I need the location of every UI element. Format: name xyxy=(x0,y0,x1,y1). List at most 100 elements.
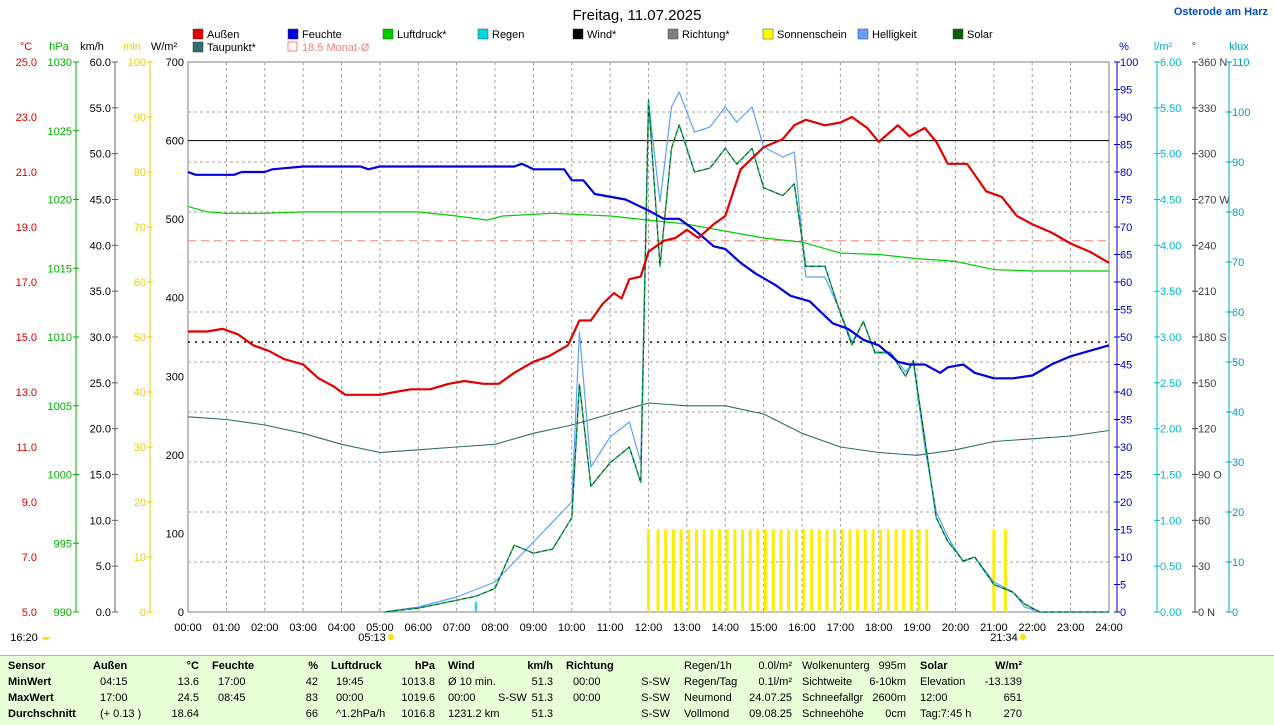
legend-swatch xyxy=(952,28,964,40)
legend-label: Solar xyxy=(967,29,993,41)
axis-tick-humidity: 75 xyxy=(1120,195,1132,207)
sunset-icon xyxy=(1020,634,1026,640)
stats-feuchte-value: 83 xyxy=(305,692,318,704)
stats-regen-value: 09.08.25 xyxy=(749,708,792,720)
x-tick-label: 02:00 xyxy=(251,622,279,634)
legend-swatch xyxy=(287,41,298,52)
legend-label: Richtung* xyxy=(682,29,730,41)
axis-tick-lux: 30 xyxy=(1232,457,1244,469)
axis-unit-lux: klux xyxy=(1229,41,1249,53)
axis-tick-direction: 30 xyxy=(1198,561,1210,573)
legend-swatch xyxy=(287,28,299,40)
axis-tick-humidity: 0 xyxy=(1120,607,1126,619)
axis-tick-pressure: 995 xyxy=(54,538,72,550)
series-line-solar-overlay xyxy=(383,100,1109,613)
axis-tick-direction: 300 xyxy=(1198,149,1216,161)
axis-tick-sun: 10 xyxy=(134,552,146,564)
axis-tick-lux: 20 xyxy=(1232,507,1244,519)
stats-luftdruck-header: Luftdruck xyxy=(331,660,382,672)
axis-tick-temp: 23.0 xyxy=(16,112,37,124)
station-name: Osterode am Harz xyxy=(1174,6,1269,18)
axis-tick-solar: 700 xyxy=(166,57,184,69)
axis-unit-humidity: % xyxy=(1119,41,1129,53)
stats-wolken-label: Wolkenunterg xyxy=(802,660,870,672)
legend-swatch xyxy=(857,28,869,40)
axis-tick-sun: 70 xyxy=(134,222,146,234)
legend-item-aussen: Außen xyxy=(192,28,239,41)
chart-title: Freitag, 11.07.2025 xyxy=(573,7,702,24)
axis-tick-humidity: 5 xyxy=(1120,580,1126,592)
stats-solar-value: 651 xyxy=(1003,692,1022,704)
legend: Außen Feuchte Luftdruck* Regen Wind* Richtung… xyxy=(192,28,993,54)
sunset-time: 21:34 xyxy=(990,632,1018,644)
sunrise-icon xyxy=(388,634,394,640)
stats-aussen-time: 17:00 xyxy=(100,692,128,704)
stats-feuchte-time: 17:00 xyxy=(218,676,246,688)
axis-tick-sun: 80 xyxy=(134,167,146,179)
stats-wind-time: 00:00 xyxy=(448,692,476,704)
axis-tick-wind: 15.0 xyxy=(90,470,111,482)
axis-tick-direction: 120 xyxy=(1198,424,1216,436)
axis-tick-rain: 3.50 xyxy=(1160,286,1181,298)
axis-tick-humidity: 55 xyxy=(1120,305,1132,317)
axis-unit-temp: °C xyxy=(20,41,32,53)
x-tick-label: 23:00 xyxy=(1057,622,1085,634)
axis-tick-sun: 90 xyxy=(134,112,146,124)
x-tick-label: 22:00 xyxy=(1018,622,1046,634)
axis-tick-solar: 0 xyxy=(178,607,184,619)
legend-swatch xyxy=(382,28,394,40)
stats-wind-value: 51.3 xyxy=(531,676,553,688)
legend-item-monat: 18.5 Monat-Ø xyxy=(287,41,370,54)
axis-tick-pressure: 1010 xyxy=(48,332,72,344)
axis-tick-humidity: 100 xyxy=(1120,57,1138,69)
axis-unit-solar: W/m² xyxy=(151,41,178,53)
axis-tick-humidity: 80 xyxy=(1120,167,1132,179)
axis-tick-humidity: 90 xyxy=(1120,112,1132,124)
stats-luftdruck-time: ^1.2hPa/h xyxy=(336,708,386,720)
stats-aussen-time: (+ 0.13 ) xyxy=(100,708,142,720)
axis-unit-rain: l/m² xyxy=(1154,41,1173,53)
stats-feuchte-header: Feuchte xyxy=(212,660,255,672)
axis-tick-solar: 100 xyxy=(166,528,184,540)
stats-wolken-value: 2600m xyxy=(872,692,906,704)
x-tick-label: 18:00 xyxy=(865,622,893,634)
legend-swatch xyxy=(192,28,204,40)
stats-regen-label: Regen/1h xyxy=(684,660,732,672)
legend-label: Sonnenschein xyxy=(777,29,847,41)
axis-tick-rain: 3.00 xyxy=(1160,332,1181,344)
axis-tick-sun: 0 xyxy=(140,607,146,619)
axis-tick-lux: 90 xyxy=(1232,157,1244,169)
legend-swatch xyxy=(667,28,679,40)
stats-luftdruck-time: 19:45 xyxy=(336,676,364,688)
axis-tick-pressure: 1020 xyxy=(48,195,72,207)
stats-regen-label: Regen/Tag xyxy=(684,676,738,688)
axis-tick-rain: 0.50 xyxy=(1160,561,1181,573)
series-line-außen xyxy=(188,115,1110,396)
legend-swatch xyxy=(477,28,489,40)
legend-item-helligkeit: Helligkeit xyxy=(857,28,917,41)
x-tick-label: 08:00 xyxy=(481,622,509,634)
axis-tick-direction: 330 xyxy=(1198,103,1216,115)
stats-wolken-value: 995m xyxy=(878,660,906,672)
axis-tick-humidity: 35 xyxy=(1120,415,1132,427)
axis-tick-humidity: 20 xyxy=(1120,497,1132,509)
legend-label: Regen xyxy=(492,29,524,41)
legend-label: 18.5 Monat-Ø xyxy=(302,42,370,54)
axis-tick-wind: 45.0 xyxy=(90,195,111,207)
axis-tick-rain: 6.00 xyxy=(1160,57,1181,69)
x-tick-label: 00:00 xyxy=(174,622,202,634)
x-tick-label: 24:00 xyxy=(1095,622,1123,634)
legend-label: Wind* xyxy=(587,29,617,41)
legend-item-feuchte: Feuchte xyxy=(287,28,342,41)
axis-unit-wind: km/h xyxy=(80,41,104,53)
axis-unit-labels: °C hPa km/h min W/m²% l/m² ° klux xyxy=(20,41,1249,53)
axis-tick-sun: 30 xyxy=(134,442,146,454)
stats-wind-value: 51.3 xyxy=(531,692,553,704)
axis-tick-rain: 4.00 xyxy=(1160,240,1181,252)
axis-tick-sun: 60 xyxy=(134,277,146,289)
axis-tick-humidity: 50 xyxy=(1120,332,1132,344)
stats-wolken-label: Schneefallgr xyxy=(802,692,864,704)
chart-grid xyxy=(187,61,1110,613)
axis-tick-rain: 5.00 xyxy=(1160,149,1181,161)
stats-wind-header: Wind xyxy=(448,660,475,672)
